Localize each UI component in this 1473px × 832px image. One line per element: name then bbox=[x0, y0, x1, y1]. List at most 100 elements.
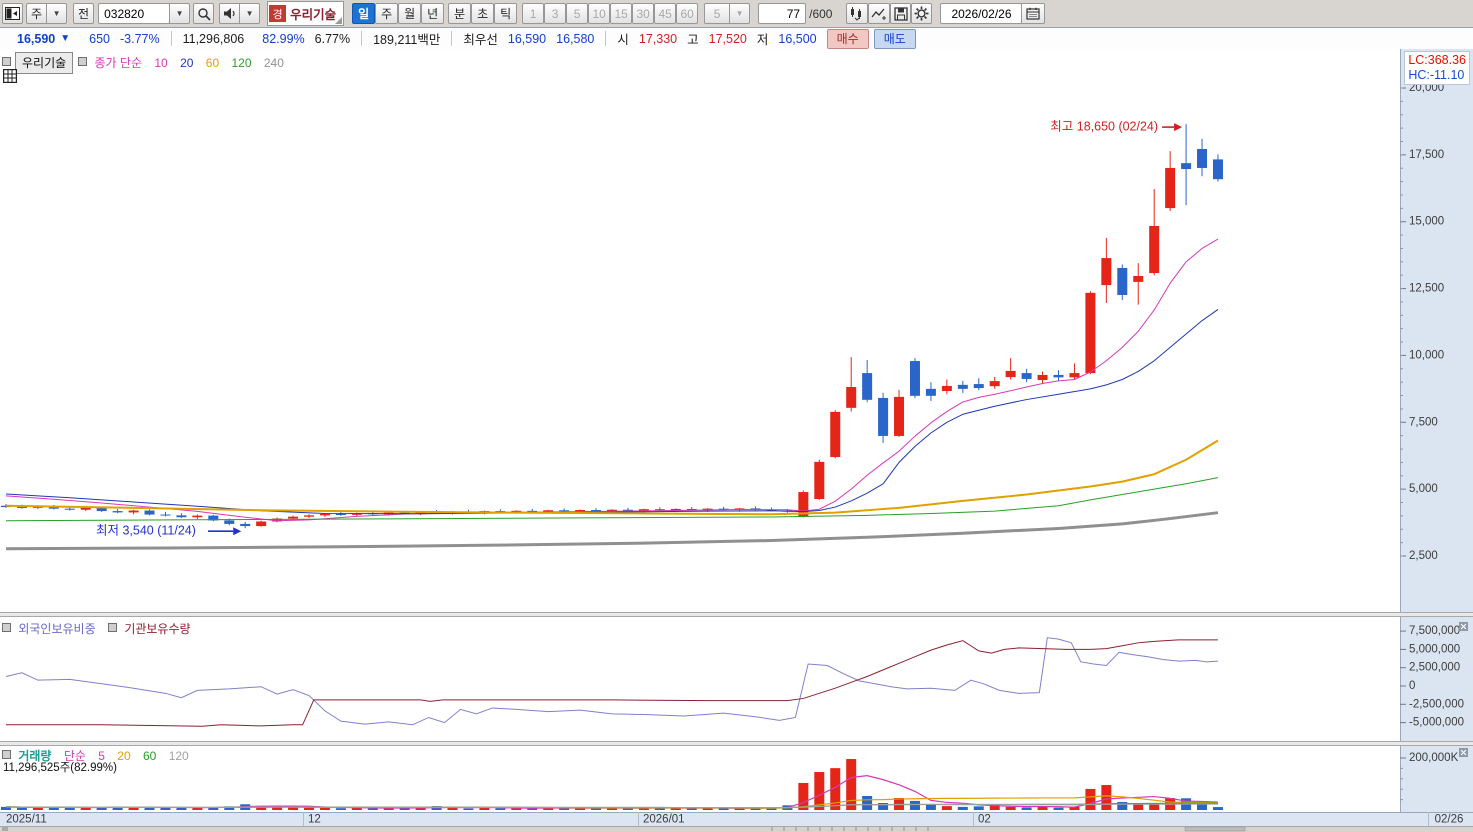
sell-button[interactable]: 매도 bbox=[873, 28, 916, 49]
volume-ma60-label: 60 bbox=[142, 749, 157, 763]
ma-line-MA60 bbox=[5, 439, 1219, 516]
svg-text:최저 3,540 (11/24): 최저 3,540 (11/24) bbox=[96, 523, 196, 537]
current-stock-box[interactable]: 경 우리기술 bbox=[267, 1, 345, 26]
chart-toolbar: 주 ▼ 전 ▼ ▼ 경 우리기술 일 주 월 년 분 초 틱 1 3 5 10 … bbox=[0, 0, 1473, 28]
legend-ma10-label: 10 bbox=[154, 56, 168, 70]
holdings-line bbox=[6, 639, 1218, 727]
panel-close-button bbox=[1459, 622, 1468, 631]
custom-interval-dropdown-icon[interactable]: ▼ bbox=[729, 3, 751, 24]
period-tabs: 일 주 월 년 분 초 틱 bbox=[352, 3, 518, 24]
resize-handle-icon[interactable] bbox=[335, 17, 343, 24]
interval-15-button[interactable]: 15 bbox=[610, 3, 633, 24]
panel-close-button bbox=[1459, 748, 1468, 757]
interval-3-button[interactable]: 3 bbox=[544, 3, 567, 24]
holdings-panel-legend: 외국인보유비중 기관보유수량 bbox=[2, 620, 200, 637]
volume-ratio: 6.77% bbox=[314, 31, 351, 46]
svg-text:15,000: 15,000 bbox=[1409, 216, 1444, 228]
hc-value: HC:-11.10 bbox=[1408, 68, 1465, 82]
current-price: 16,590 bbox=[17, 31, 56, 46]
chart-canvas[interactable]: 20,000 17,500 15,000 12,500 10,000 7,500 5,000… bbox=[0, 49, 1473, 832]
legend-checkbox-icon[interactable] bbox=[2, 57, 11, 66]
legend-stock-button[interactable]: 우리기술 bbox=[15, 52, 74, 74]
legend-ma20-label: 20 bbox=[180, 56, 194, 70]
legend-checkbox-icon[interactable] bbox=[2, 750, 11, 759]
calendar-button[interactable] bbox=[1021, 3, 1046, 24]
grid-icon bbox=[2, 68, 18, 84]
legend-ma60-label: 60 bbox=[205, 56, 220, 70]
svg-text:12,500: 12,500 bbox=[1409, 283, 1444, 295]
stock-code-combo: ▼ bbox=[98, 3, 191, 24]
legend-checkbox-icon[interactable] bbox=[78, 57, 88, 66]
calendar-icon bbox=[1026, 7, 1041, 20]
svg-text:10,000: 10,000 bbox=[1409, 349, 1444, 361]
tab-monthly[interactable]: 월 bbox=[398, 3, 422, 24]
tab-tick[interactable]: 틱 bbox=[494, 3, 518, 24]
interval-30-button[interactable]: 30 bbox=[632, 3, 655, 24]
save-chart-button[interactable] bbox=[890, 3, 912, 24]
draw-trendline-button[interactable] bbox=[868, 3, 891, 24]
tab-second[interactable]: 초 bbox=[471, 3, 495, 24]
turnover-ratio: 82.99% bbox=[262, 31, 305, 46]
interval-60-button[interactable]: 60 bbox=[676, 3, 699, 24]
svg-text:최고 18,650 (02/24): 최고 18,650 (02/24) bbox=[1050, 119, 1158, 133]
legend-ma240-label: 240 bbox=[263, 56, 284, 70]
svg-text:2,500,000: 2,500,000 bbox=[1409, 662, 1460, 674]
stock-code-input[interactable] bbox=[98, 3, 171, 24]
stock-code-dropdown-icon[interactable]: ▼ bbox=[169, 3, 191, 24]
volume-ma120-label: 120 bbox=[168, 749, 189, 763]
window-layout-icon bbox=[5, 7, 20, 20]
svg-text:-2,500,000: -2,500,000 bbox=[1409, 698, 1464, 710]
compare-candles-icon bbox=[851, 6, 862, 21]
ma-line-MA10 bbox=[5, 238, 1219, 522]
tab-minute[interactable]: 분 bbox=[448, 3, 472, 24]
previous-stock-button[interactable]: 전 bbox=[73, 3, 95, 24]
lc-hc-readout: LC:368.36 HC:-11.10 bbox=[1404, 51, 1470, 85]
volume-ma20-label: 20 bbox=[117, 749, 131, 763]
open-label: 시 bbox=[617, 33, 629, 47]
holdings-line bbox=[5, 637, 1219, 726]
interval-45-button[interactable]: 45 bbox=[654, 3, 677, 24]
volume-value: 11,296,806 bbox=[182, 31, 245, 46]
interval-5-button[interactable]: 5 bbox=[566, 3, 589, 24]
interval-1-button[interactable]: 1 bbox=[522, 3, 545, 24]
tab-yearly[interactable]: 년 bbox=[421, 3, 445, 24]
tab-daily[interactable]: 일 bbox=[352, 3, 376, 24]
trendline-plus-icon bbox=[871, 8, 887, 20]
institution-holdings-label: 기관보유수량 bbox=[124, 622, 191, 636]
svg-text:2025/11: 2025/11 bbox=[6, 814, 47, 826]
period-quick-dropdown-icon[interactable]: ▼ bbox=[46, 3, 68, 24]
compare-chart-button[interactable] bbox=[846, 3, 869, 24]
stock-search-button[interactable] bbox=[193, 3, 215, 24]
date-picker bbox=[940, 3, 1046, 24]
legend-checkbox-icon[interactable] bbox=[2, 623, 11, 632]
interval-10-button[interactable]: 10 bbox=[588, 3, 611, 24]
tab-weekly[interactable]: 주 bbox=[375, 3, 399, 24]
buy-button[interactable]: 매수 bbox=[826, 28, 869, 49]
open-price: 17,330 bbox=[638, 31, 678, 46]
best-quote-label: 최우선 bbox=[463, 33, 498, 47]
tool-icon-buttons bbox=[846, 3, 933, 24]
speaker-icon[interactable] bbox=[219, 3, 241, 24]
date-input[interactable] bbox=[940, 3, 1023, 24]
custom-interval-value[interactable]: 5 bbox=[704, 3, 731, 24]
svg-text:12: 12 bbox=[308, 814, 321, 826]
best-ask: 16,580 bbox=[556, 31, 595, 46]
legend-checkbox-icon[interactable] bbox=[107, 623, 117, 632]
sound-dropdown-icon[interactable]: ▼ bbox=[239, 3, 261, 24]
grid-toggle-button[interactable] bbox=[2, 68, 18, 88]
stock-name-label: 우리기술 bbox=[290, 8, 337, 22]
volume-ma-120 bbox=[5, 803, 1218, 809]
svg-text:7,500,000: 7,500,000 bbox=[1409, 625, 1460, 637]
period-quick-button[interactable]: 주 bbox=[26, 3, 48, 24]
current-volume-label: 11,296,525주(82.99%) bbox=[3, 762, 117, 774]
high-price: 17,520 bbox=[708, 31, 747, 46]
chart-settings-button[interactable] bbox=[911, 3, 933, 24]
chart-window-icon[interactable] bbox=[2, 3, 23, 24]
svg-text:5,000,000: 5,000,000 bbox=[1409, 643, 1460, 655]
svg-text:200,000K: 200,000K bbox=[1409, 752, 1459, 764]
svg-text:02: 02 bbox=[978, 814, 991, 826]
legend-ma120-label: 120 bbox=[231, 56, 252, 70]
right-axis-strip: 20,000 17,500 15,000 12,500 10,000 7,500 5,000… bbox=[1400, 49, 1473, 812]
bar-count-input[interactable] bbox=[758, 3, 807, 24]
svg-text:17,500: 17,500 bbox=[1409, 149, 1444, 161]
